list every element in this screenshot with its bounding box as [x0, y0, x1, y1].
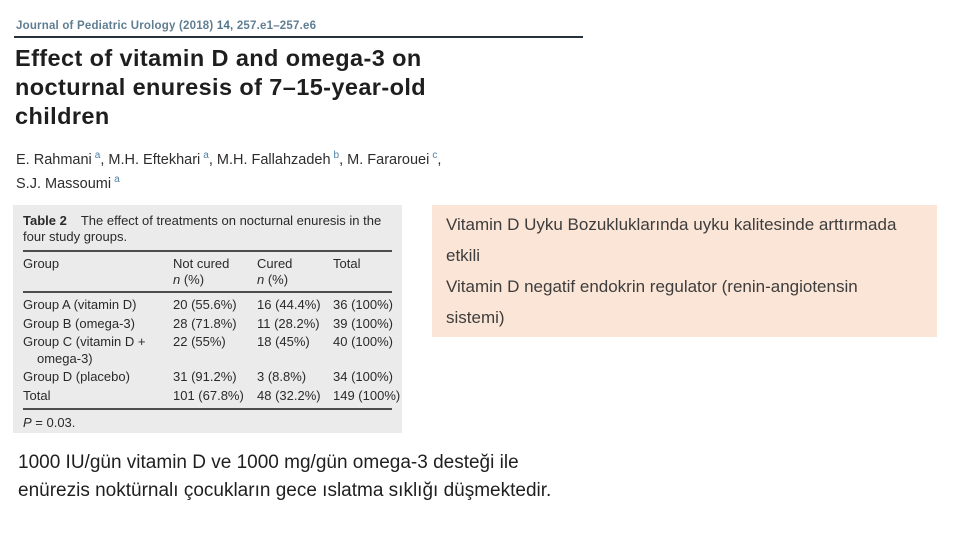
cell-total: 40 (100%) [333, 334, 393, 349]
column-header-not-cured: Not cured n (%) [173, 252, 257, 293]
note-line: etkili [446, 246, 481, 265]
table-footnote: P = 0.03. [23, 415, 392, 430]
table-2-card: Table 2 The effect of treatments on noctu… [13, 205, 402, 433]
table-row-total: Total 101 (67.8%) 48 (32.2%) 149 (100%) [23, 386, 400, 410]
cell-total: 34 (100%) [333, 369, 393, 384]
header-divider [14, 36, 583, 38]
cell-cured: 3 (8.8%) [257, 369, 307, 384]
cell-group-name: Group D (placebo) [23, 369, 130, 384]
table-row: Group A (vitamin D) 20 (55.6%) 16 (44.4%… [23, 292, 393, 315]
author-separator: , [208, 151, 217, 168]
note-line: sistemi) [446, 308, 505, 327]
table-caption-text: The effect of treatments on nocturnal en… [23, 213, 382, 244]
cell-total: 36 (100%) [333, 297, 393, 312]
table-caption: Table 2 The effect of treatments on noctu… [23, 213, 392, 245]
author-name: S.J. Massoumi [16, 175, 112, 192]
note-line: Vitamin D negatif endokrin regulator (re… [446, 277, 858, 296]
note-line: Vitamin D Uyku Bozukluklarında uyku kali… [446, 215, 897, 234]
author-separator: , [437, 151, 442, 168]
journal-citation-prefix: Journal of Pediatric Urology (2018) [16, 20, 217, 32]
cell-group-name: Group A (vitamin D) [23, 297, 137, 312]
cell-group-name: Group B (omega-3) [23, 315, 135, 331]
journal-pages: 257.e1–257.e6 [233, 20, 317, 32]
table-row: Group D (placebo) 31 (91.2%) 3 (8.8%) 34… [23, 368, 393, 387]
author-affiliation-superscript: a [94, 150, 101, 161]
cell-group-name: Total [23, 386, 173, 410]
table-row: Group B (omega-3) 28 (71.8%) 11 (28.2%) … [23, 315, 393, 334]
journal-citation: Journal of Pediatric Urology (2018) 14, … [16, 20, 316, 32]
paper-title: Effect of vitamin D and omega-3 on noctu… [15, 44, 575, 131]
cell-cured: 11 (28.2%) [257, 315, 320, 331]
table-row: Group C (vitamin D + omega-3) 22 (55%) 1… [23, 333, 393, 368]
cell-not-cured: 20 (55.6%) [173, 297, 237, 312]
author-affiliation-superscript: b [333, 150, 340, 161]
paper-title-line: Effect of vitamin D and omega-3 on [15, 45, 422, 71]
column-header-group: Group [23, 252, 173, 293]
cell-total: 149 (100%) [333, 386, 400, 410]
author-separator: , [100, 151, 109, 168]
cell-not-cured: 22 (55%) [173, 334, 226, 349]
author-name: M. Fararouei [347, 151, 430, 168]
cell-not-cured: 101 (67.8%) [173, 386, 257, 410]
table-caption-label: Table 2 [23, 213, 67, 228]
column-header-cured: Cured n (%) [257, 252, 333, 293]
authors-line: E. Rahmani a, M.H. Eftekhari a, M.H. Falla… [16, 146, 576, 194]
cell-group-name: Group C (vitamin D + omega-3) [23, 334, 146, 366]
author-name: M.H. Fallahzadeh [216, 151, 331, 168]
paper-title-line: children [15, 103, 110, 129]
cell-cured: 18 (45%) [257, 334, 310, 349]
conclusion-text: 1000 IU/gün vitamin D ve 1000 mg/gün ome… [18, 449, 618, 505]
cell-not-cured: 31 (91.2%) [173, 369, 237, 384]
cell-cured: 48 (32.2%) [257, 386, 333, 410]
author-affiliation-superscript: a [203, 150, 209, 161]
author-separator: , [339, 151, 348, 168]
conclusion-line: enürezis noktürnalı çocukların gece ısla… [18, 480, 552, 501]
conclusion-line: 1000 IU/gün vitamin D ve 1000 mg/gün ome… [18, 452, 519, 473]
table-header-row: Group Not cured n (%) Cured n (%) Total [23, 252, 392, 293]
journal-volume: 14, [216, 20, 234, 32]
author-name: E. Rahmani [16, 151, 92, 168]
author-name: M.H. Eftekhari [108, 151, 201, 168]
column-header-total: Total [333, 252, 392, 293]
results-table: Group Not cured n (%) Cured n (%) Total Gr… [23, 252, 400, 410]
table-top-rule [23, 250, 392, 252]
highlight-note-box: Vitamin D Uyku Bozukluklarında uyku kali… [432, 205, 937, 337]
paper-title-line: nocturnal enuresis of 7–15-year-old [15, 74, 427, 100]
p-value-text: = 0.03. [31, 415, 76, 430]
cell-cured: 16 (44.4%) [257, 297, 321, 312]
cell-not-cured: 28 (71.8%) [173, 315, 237, 331]
p-value-symbol: P [23, 415, 32, 430]
author-affiliation-superscript: a [114, 173, 120, 185]
cell-total: 39 (100%) [333, 315, 393, 331]
author-affiliation-superscript: c [432, 150, 438, 161]
